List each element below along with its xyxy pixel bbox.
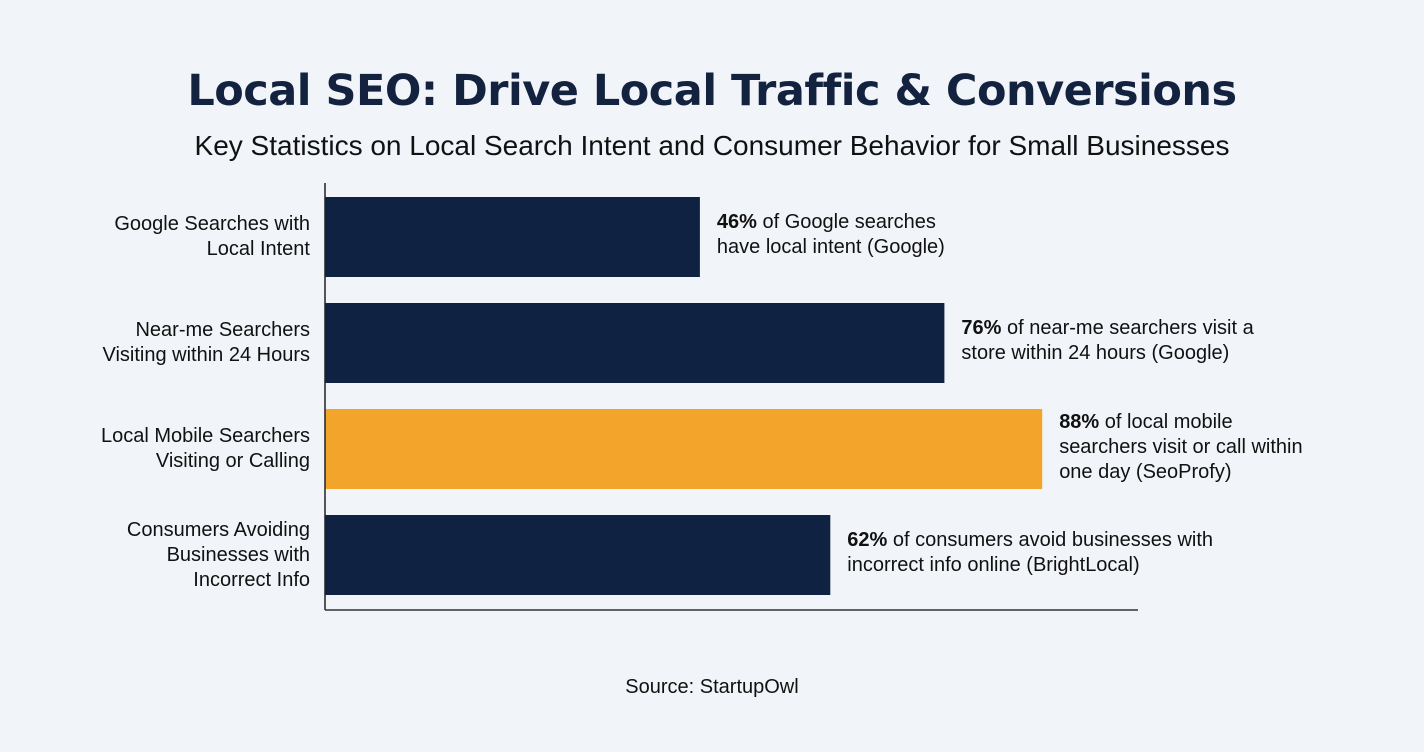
bar-3 <box>325 515 831 595</box>
category-label: Google Searches with Local Intent <box>114 213 310 260</box>
bar-2 <box>325 409 1043 489</box>
data-label: 46% of Google searches have local intent … <box>716 211 945 258</box>
category-label: Consumers Avoiding Businesses with Incorre… <box>126 518 310 591</box>
data-label: 88% of local mobile searchers visit or ca… <box>1059 410 1303 483</box>
source-note: Source: StartupOwl <box>625 676 799 698</box>
chart-title: Local SEO: Drive Local Traffic & Convers… <box>187 66 1237 116</box>
bar-1 <box>325 303 945 383</box>
bar-0 <box>325 197 700 277</box>
category-label: Near-me Searchers Visiting within 24 Hour… <box>102 319 310 366</box>
data-label: 76% of near-me searchers visit a store wi… <box>961 317 1254 364</box>
data-label: 62% of consumers avoid businesses with in… <box>847 529 1214 576</box>
category-label: Local Mobile Searchers Visiting or Callin… <box>101 425 310 472</box>
chart-subtitle: Key Statistics on Local Search Intent an… <box>194 130 1230 161</box>
